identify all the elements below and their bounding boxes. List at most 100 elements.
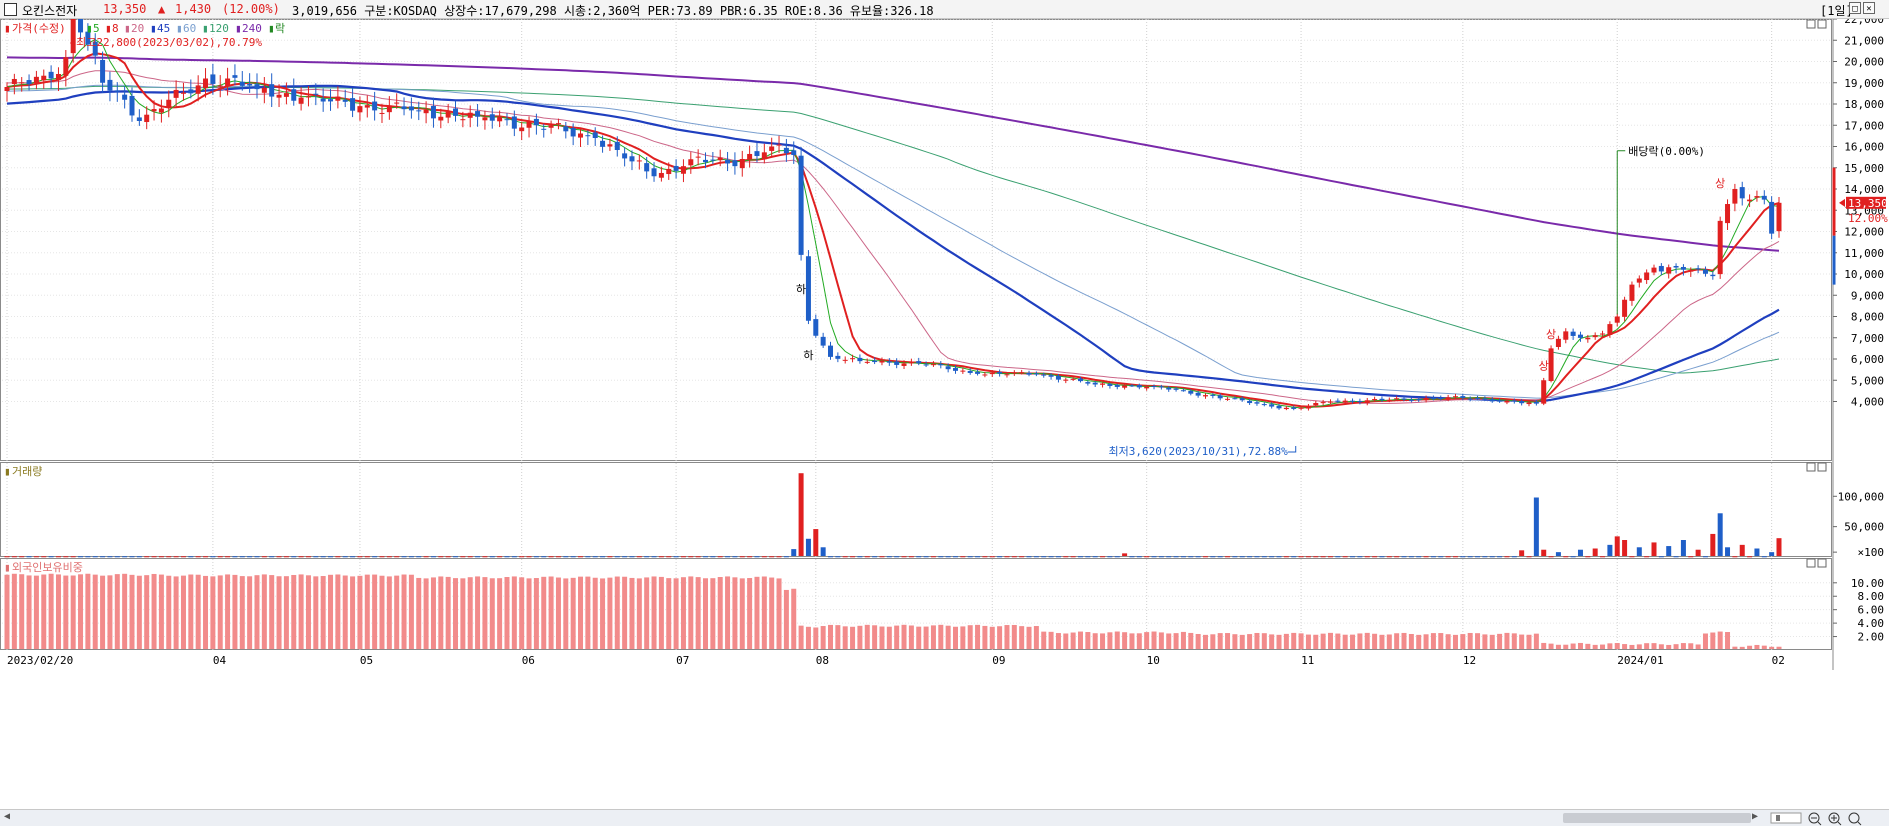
candle-body xyxy=(688,159,694,166)
volume-bar xyxy=(739,556,745,558)
volume-bar xyxy=(901,556,907,558)
foreign-ratio-bar xyxy=(180,575,186,649)
candle-body xyxy=(1026,372,1032,375)
foreign-ratio-bar xyxy=(555,577,561,649)
zoom-slider[interactable] xyxy=(1770,812,1802,824)
volume-bar xyxy=(997,556,1003,558)
volume-bar xyxy=(1776,538,1782,556)
foreign-ratio-bar xyxy=(11,573,17,649)
x-tick-label: 11 xyxy=(1301,654,1314,667)
close-icon[interactable]: ✕ xyxy=(1863,2,1875,14)
foreign-panel-title: 외국인보유비중 xyxy=(12,561,83,574)
volume-bar xyxy=(622,556,628,558)
ma-legend-label: 60 xyxy=(183,22,196,35)
volume-bar xyxy=(1607,544,1613,556)
foreign-ratio-bar xyxy=(401,574,407,649)
volume-bar xyxy=(100,556,106,558)
volume-bar xyxy=(864,556,870,558)
candle-body xyxy=(1011,372,1017,374)
candle-body xyxy=(416,110,422,112)
candle-body xyxy=(11,78,17,85)
select-checkbox[interactable] xyxy=(4,3,17,16)
price-tick-label: 5,000 xyxy=(1851,374,1884,387)
foreign-ratio-bar xyxy=(151,573,157,649)
price-tick-label: 6,000 xyxy=(1851,353,1884,366)
scroll-left-icon[interactable]: ◀ xyxy=(4,811,11,822)
candle-body xyxy=(408,106,414,111)
panel-close-icon[interactable] xyxy=(1817,19,1827,29)
candle-body xyxy=(1350,400,1356,402)
panel-restore-icon[interactable] xyxy=(1806,462,1816,472)
volume-bar xyxy=(1754,548,1760,556)
price-tick-label: 21,000 xyxy=(1844,34,1884,47)
period-selector[interactable]: [1일] xyxy=(1820,4,1853,18)
volume-bar xyxy=(320,556,326,558)
panel-restore-icon[interactable] xyxy=(1806,558,1816,568)
volume-bar xyxy=(291,556,297,558)
event-legend-marker: ▮ xyxy=(268,22,275,35)
zoom-out-icon[interactable] xyxy=(1808,812,1822,826)
candle-body xyxy=(210,74,216,84)
zoom-fit-icon[interactable] xyxy=(1848,812,1862,826)
foreign-ratio-bar xyxy=(1298,633,1304,649)
foreign-ratio-bar xyxy=(828,624,834,649)
candle-body xyxy=(519,127,525,132)
volume-bar xyxy=(460,556,466,558)
candle-body xyxy=(438,116,444,121)
foreign-ratio-bar xyxy=(805,626,811,649)
candle-body xyxy=(1416,399,1422,401)
volume-bar xyxy=(1239,556,1245,558)
volume-bar xyxy=(747,556,753,558)
panel-close-icon[interactable] xyxy=(1817,558,1827,568)
ma-legend-label: 5 xyxy=(93,22,100,35)
ma-legend-label: 240 xyxy=(242,22,262,35)
candle-body xyxy=(923,364,929,366)
down-limit-marker: 하 xyxy=(796,282,806,296)
volume-bar xyxy=(1254,556,1260,558)
foreign-ratio-bar xyxy=(445,576,451,649)
ma-line-120 xyxy=(6,85,1780,374)
foreign-ratio-bar xyxy=(1695,644,1701,649)
volume-bar xyxy=(313,556,319,558)
restore-icon[interactable]: □ xyxy=(1849,2,1861,14)
ma-legend-marker: ▮ xyxy=(202,22,209,35)
foreign-ratio-bar xyxy=(997,626,1003,649)
volume-bar xyxy=(1644,556,1650,558)
candle-body xyxy=(1320,402,1326,404)
panel-restore-icon[interactable] xyxy=(1806,19,1816,29)
volume-bar xyxy=(445,556,451,558)
candle-body xyxy=(776,144,782,146)
volume-bar xyxy=(1217,556,1223,558)
foreign-ratio-bar xyxy=(1614,643,1620,649)
zoom-slider-handle[interactable] xyxy=(1776,815,1780,821)
volume-bar xyxy=(1342,556,1348,558)
foreign-ratio-bar xyxy=(1408,633,1414,649)
candle-body xyxy=(982,374,988,376)
candle-body xyxy=(166,99,172,108)
scroll-thumb[interactable] xyxy=(1563,813,1751,823)
volume-bar xyxy=(783,556,789,558)
volume-bar xyxy=(1504,556,1510,558)
chart-scrollbar[interactable]: ◀ ▶ xyxy=(0,809,1889,826)
volume-bar xyxy=(555,556,561,558)
candle-body xyxy=(1717,220,1723,275)
candle-body xyxy=(1614,316,1620,323)
ma-line-240 xyxy=(6,56,1780,252)
zoom-in-icon[interactable] xyxy=(1828,812,1842,826)
scroll-right-icon[interactable]: ▶ xyxy=(1752,811,1759,822)
foreign-ratio-bar xyxy=(725,576,731,649)
foreign-ratio-bar xyxy=(1482,634,1488,649)
candle-body xyxy=(1379,398,1385,401)
candle-body xyxy=(1541,380,1547,404)
volume-bar xyxy=(791,549,797,556)
panel-close-icon[interactable] xyxy=(1817,462,1827,472)
x-tick-label: 2023/02/20 xyxy=(7,654,73,667)
candle-body xyxy=(1232,398,1238,400)
foreign-ratio-bar xyxy=(298,574,304,649)
candle-body xyxy=(879,360,885,363)
candle-body xyxy=(232,75,238,78)
volume-bar xyxy=(533,556,539,558)
candle-body xyxy=(33,76,39,84)
volume-bar xyxy=(975,556,981,558)
foreign-ratio-bar xyxy=(1239,634,1245,649)
